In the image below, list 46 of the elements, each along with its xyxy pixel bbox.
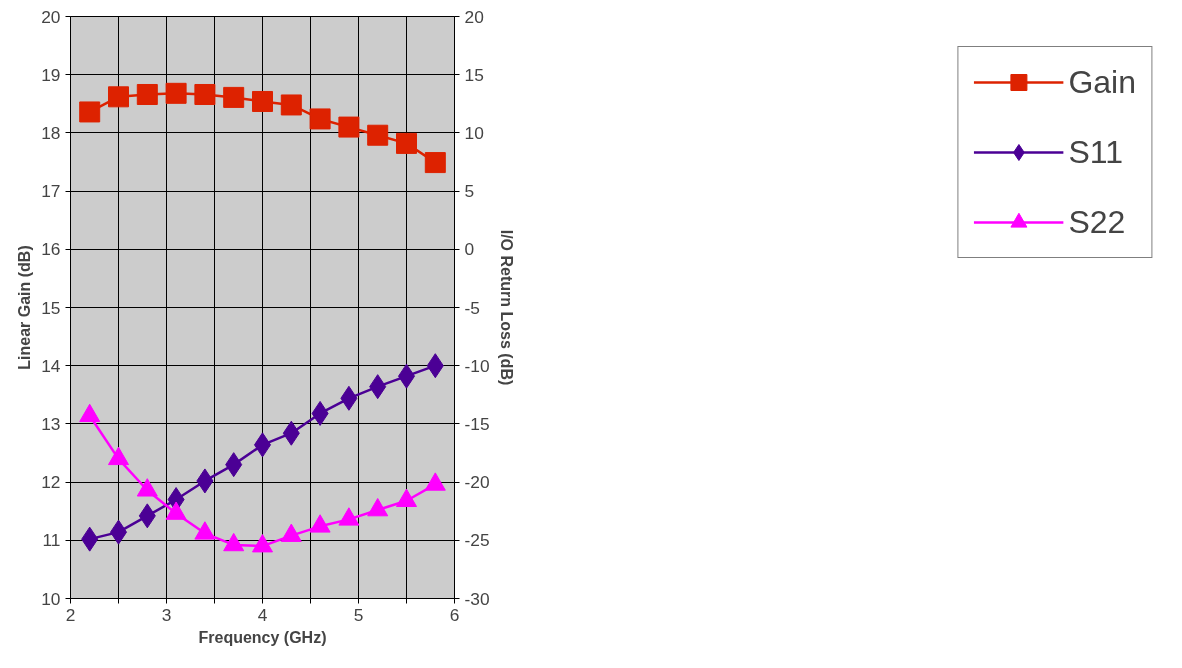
point — [309, 108, 331, 130]
point — [136, 83, 158, 105]
y-tick-label: 10 — [41, 588, 61, 609]
y-tick-label: 17 — [41, 181, 61, 202]
point — [396, 132, 417, 154]
x-tick-label: 5 — [353, 604, 364, 625]
x-tick-label: 6 — [449, 604, 460, 625]
y2-tick-label: 10 — [464, 122, 484, 143]
y2-tick-label: -10 — [464, 355, 490, 376]
legend-label: S22 — [1068, 203, 1126, 241]
y-tick-label: 15 — [41, 297, 61, 318]
y-axis-title: Linear Gain (dB) — [16, 245, 34, 370]
y-tick-label: 20 — [41, 6, 61, 27]
y-tick-label: 19 — [41, 64, 61, 85]
x-tick-label: 2 — [65, 604, 76, 625]
point — [108, 86, 129, 108]
point — [367, 124, 389, 146]
y2-tick-label: -15 — [464, 413, 490, 434]
x-tick-label: 4 — [257, 604, 268, 625]
y2-tick-label: -20 — [464, 472, 490, 493]
y2-tick-label: 0 — [464, 239, 475, 260]
y-tick-label: 11 — [42, 530, 61, 551]
point — [165, 82, 187, 104]
point — [252, 90, 273, 112]
y2-tick-label: 15 — [464, 64, 484, 85]
x-tick-label: 3 — [161, 604, 172, 625]
y2-tick-label: 5 — [464, 181, 475, 202]
point — [194, 83, 216, 105]
y2-tick-label: -30 — [464, 588, 490, 609]
point — [223, 86, 245, 108]
y-tick-label: 14 — [41, 355, 61, 376]
point — [338, 116, 360, 138]
y-tick-label: 18 — [41, 122, 61, 143]
y2-tick-label: 20 — [464, 6, 484, 27]
x-axis-title: Frequency (GHz) — [198, 628, 327, 646]
y2-tick-label: -25 — [464, 530, 490, 551]
y-tick-label: 13 — [41, 413, 61, 434]
legend-label: Gain — [1068, 63, 1136, 101]
y2-axis-title: I/O Return Loss (dB) — [497, 229, 515, 386]
point — [280, 94, 302, 116]
y-tick-label: 16 — [41, 239, 61, 260]
y-tick-label: 12 — [41, 472, 61, 493]
point — [424, 152, 446, 174]
legend-label: S11 — [1068, 133, 1123, 171]
point — [79, 101, 101, 123]
y2-tick-label: -5 — [464, 297, 480, 318]
